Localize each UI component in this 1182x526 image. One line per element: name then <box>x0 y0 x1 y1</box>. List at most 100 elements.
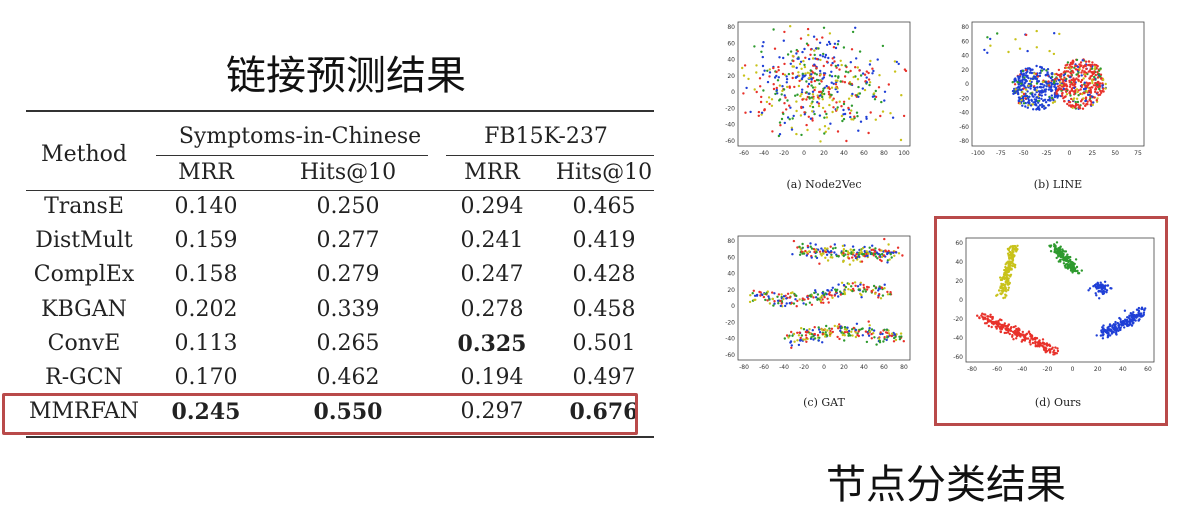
embedding-point <box>1041 338 1045 341</box>
embedding-point <box>757 114 760 118</box>
embedding-point <box>1035 89 1038 92</box>
embedding-point <box>825 324 828 328</box>
embedding-point <box>775 88 778 92</box>
embedding-point <box>883 99 886 102</box>
embedding-point <box>835 101 838 104</box>
embedding-point <box>828 32 832 35</box>
embedding-point <box>810 247 814 250</box>
x-tick-label: 0 <box>1068 150 1072 157</box>
embedding-point <box>800 334 804 337</box>
embedding-point <box>809 117 813 120</box>
embedding-point <box>983 48 986 52</box>
embedding-point <box>853 115 856 118</box>
embedding-point <box>895 251 898 254</box>
embedding-point <box>1014 88 1017 91</box>
embedding-point <box>803 113 806 116</box>
embedding-point <box>1062 71 1065 74</box>
embedding-point <box>815 67 818 70</box>
embedding-point <box>1088 77 1091 80</box>
embedding-point <box>820 247 823 250</box>
embedding-point <box>804 56 807 59</box>
metric-header: Hits@10 <box>299 160 397 185</box>
embedding-point <box>1079 61 1083 64</box>
embedding-point <box>1075 88 1079 91</box>
embedding-point <box>802 302 805 305</box>
embedding-point <box>1097 69 1101 72</box>
embedding-point <box>1007 288 1010 292</box>
embedding-point <box>825 253 829 256</box>
embedding-point <box>833 42 837 45</box>
embedding-point <box>1104 87 1107 90</box>
embedding-point <box>1076 90 1079 94</box>
embedding-point <box>810 336 813 339</box>
embedding-point <box>1005 290 1008 293</box>
embedding-point <box>1100 91 1103 95</box>
embedding-point <box>1062 252 1065 256</box>
embedding-point <box>755 90 758 94</box>
embedding-point <box>1128 321 1132 324</box>
embedding-point <box>1021 90 1024 94</box>
embedding-point <box>828 42 832 46</box>
embedding-point <box>752 289 755 292</box>
x-tick-label: 60 <box>860 150 868 157</box>
embedding-point <box>1131 316 1134 320</box>
y-tick-label: -60 <box>953 354 963 361</box>
embedding-point <box>1007 274 1011 277</box>
embedding-point <box>1017 77 1020 81</box>
embedding-point <box>799 60 803 63</box>
embedding-point <box>1026 106 1029 109</box>
embedding-point <box>813 337 817 340</box>
value-cell: 0.279 <box>316 262 380 288</box>
embedding-point <box>846 326 849 329</box>
embedding-point <box>880 100 883 104</box>
embedding-point <box>1018 47 1022 50</box>
embedding-point <box>810 84 813 87</box>
embedding-point <box>855 94 859 97</box>
embedding-point <box>1067 255 1070 259</box>
embedding-point <box>855 252 858 256</box>
embedding-point <box>1076 103 1080 107</box>
embedding-point <box>829 122 832 125</box>
embedding-point <box>801 297 804 300</box>
embedding-point <box>886 290 889 294</box>
embedding-point <box>801 98 804 101</box>
embedding-point <box>1065 93 1069 96</box>
embedding-point <box>998 326 1002 329</box>
embedding-point <box>788 296 792 299</box>
embedding-point <box>786 292 790 295</box>
embedding-point <box>819 69 822 73</box>
embedding-point <box>1035 99 1038 103</box>
embedding-point <box>1007 277 1010 280</box>
embedding-point <box>1099 281 1102 284</box>
embedding-point <box>744 111 747 114</box>
embedding-point <box>813 326 816 329</box>
value-cell: 0.676 <box>569 399 639 426</box>
ours-highlight-box <box>934 216 1168 426</box>
method-cell: TransE <box>44 194 124 219</box>
embedding-point <box>1128 314 1131 317</box>
embedding-point <box>1007 249 1010 252</box>
embedding-point <box>785 81 788 84</box>
embedding-point <box>901 254 904 257</box>
embedding-point <box>809 242 812 245</box>
embedding-point <box>1022 102 1026 105</box>
embedding-point <box>834 246 837 250</box>
embedding-point <box>1091 86 1094 89</box>
embedding-point <box>768 298 771 301</box>
embedding-point <box>1059 258 1062 262</box>
embedding-point <box>1021 69 1024 73</box>
embedding-point <box>1013 80 1016 83</box>
embedding-point <box>1015 331 1018 334</box>
embedding-point <box>791 253 794 256</box>
embedding-point <box>786 99 789 102</box>
embedding-point <box>810 77 813 80</box>
embedding-point <box>839 293 842 296</box>
embedding-point <box>776 92 779 95</box>
embedding-point <box>800 92 803 96</box>
embedding-point <box>828 334 832 337</box>
embedding-point <box>1069 264 1072 267</box>
x-tick-label: -60 <box>739 150 749 157</box>
embedding-point <box>879 114 882 118</box>
embedding-point <box>799 339 802 342</box>
embedding-point <box>1077 272 1080 275</box>
